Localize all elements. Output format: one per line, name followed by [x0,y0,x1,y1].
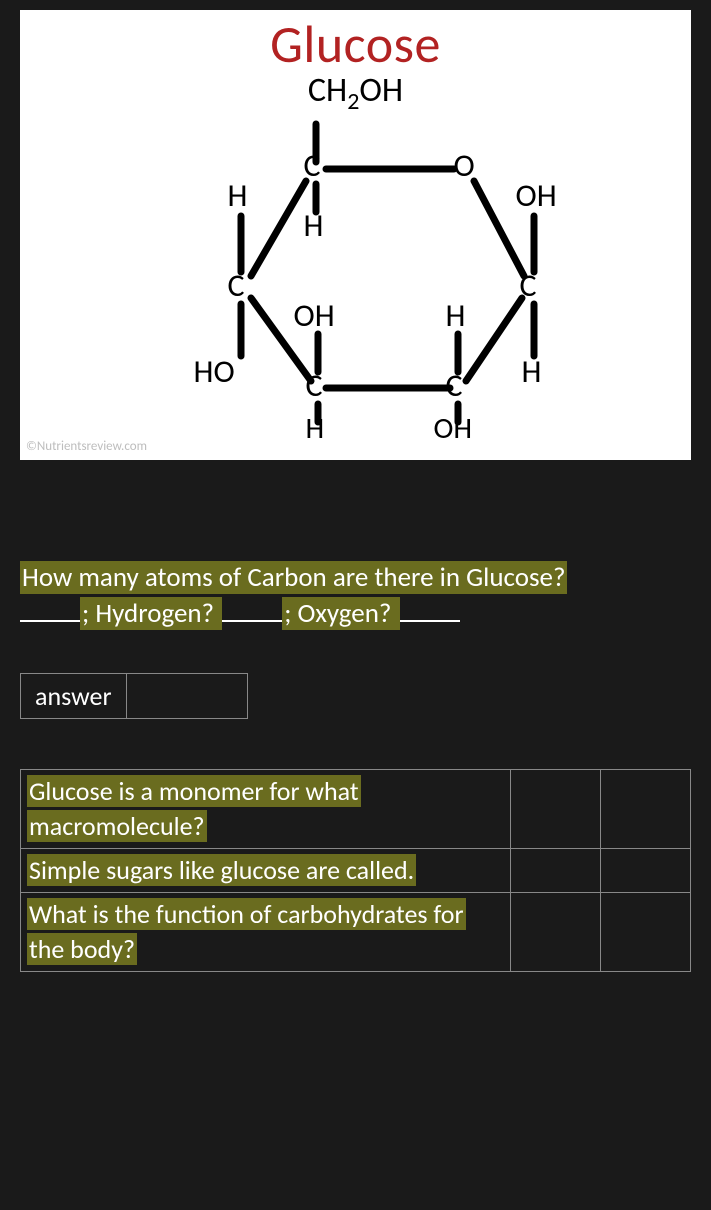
c5-h-below: H [304,210,324,242]
c3-h-below: H [306,414,325,444]
c1-label: C [520,270,537,302]
ring-o-label: O [454,150,475,182]
table-row: What is the function of carbohydrates fo… [21,893,691,972]
table-row: Simple sugars like glucose are called. [21,849,691,893]
q3-line2: the body? [27,933,137,965]
ch2oh-label: CH2OH [20,70,691,116]
c3-label: C [306,370,323,402]
blank-oxygen[interactable] [400,620,460,622]
blank-carbon[interactable] [20,620,80,622]
watermark-text: ©Nutrientsreview.com [26,439,147,454]
qa-table: Glucose is a monomer for what macromolec… [20,769,691,972]
c4-ho: HO [194,356,235,388]
main-question-segment-h: ; Hydrogen? [80,597,222,630]
c2-top-h: H [446,300,466,332]
qa-answer-cell[interactable] [511,769,601,848]
qa-answer-cell[interactable] [511,893,601,972]
qa-answer-cell[interactable] [511,849,601,893]
c1-top-oh: OH [516,180,557,212]
table-row: Glucose is a monomer for what macromolec… [21,769,691,848]
q1-line2: macromolecule? [27,810,207,842]
c2-label: C [446,370,463,402]
main-question-line1: How many atoms of Carbon are there in Gl… [20,561,567,594]
main-question-segment-o: ; Oxygen? [282,597,399,630]
q3-line1: What is the function of carbohydrates fo… [27,898,466,930]
blank-hydrogen[interactable] [222,620,282,622]
c4-label: C [228,270,245,302]
c5-label: C [304,150,321,182]
qa-extra-cell[interactable] [601,849,691,893]
answer-label-cell: answer [21,674,127,718]
c2-oh-below: OH [434,414,473,444]
qa-question-cell: What is the function of carbohydrates fo… [21,893,511,972]
qa-extra-cell[interactable] [601,769,691,848]
qa-question-cell: Simple sugars like glucose are called. [21,849,511,893]
q1-line1: Glucose is a monomer for what [27,775,361,807]
glucose-diagram-panel: Glucose CH2OH [20,10,691,460]
c4-top-h: H [228,180,248,212]
main-question: How many atoms of Carbon are there in Gl… [20,560,691,633]
qa-extra-cell[interactable] [601,893,691,972]
c3-top-oh: OH [294,300,335,332]
question-area: How many atoms of Carbon are there in Gl… [0,460,711,972]
diagram-title: Glucose [20,10,691,76]
q2-line1: Simple sugars like glucose are called. [27,854,416,886]
glucose-structure: C O H H C HO OH C H OH C H H C OH [146,116,566,426]
c1-h: H [522,356,542,388]
answer-value-cell[interactable] [127,674,247,718]
qa-question-cell: Glucose is a monomer for what macromolec… [21,769,511,848]
answer-row: answer [20,673,248,719]
